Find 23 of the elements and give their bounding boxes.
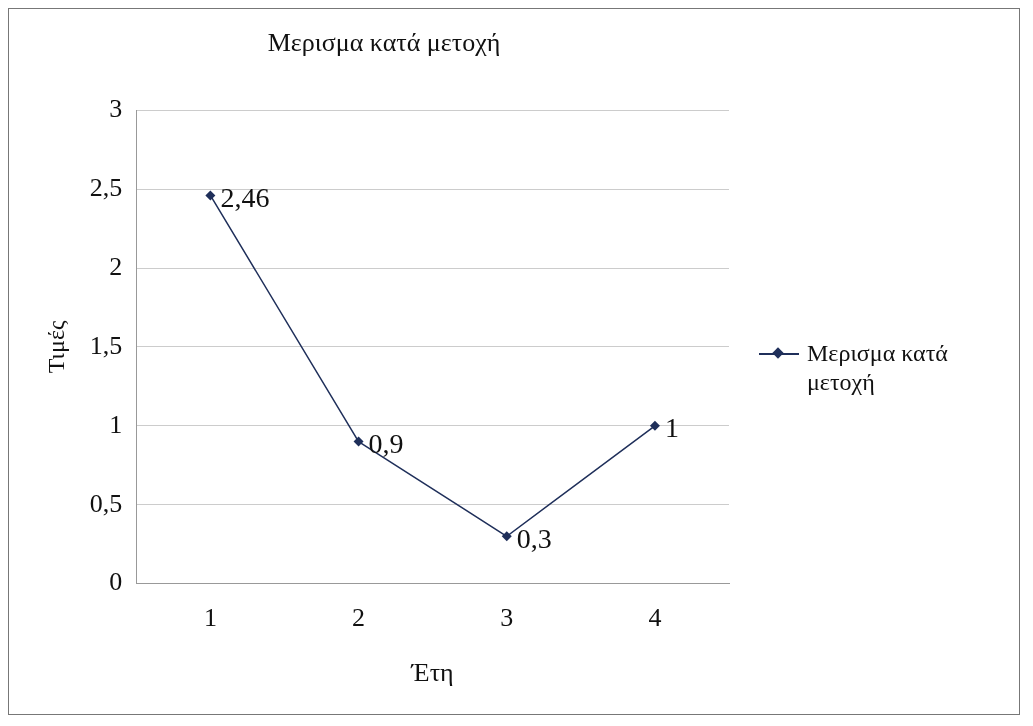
- y-axis-title: Τιμές: [42, 320, 69, 374]
- data-label: 0,3: [516, 522, 552, 554]
- y-tick-label: 0,5: [89, 488, 123, 518]
- point: [501, 531, 512, 542]
- legend-label: Μερισμα κατά μετοχή: [807, 339, 949, 397]
- x-tick-label: 4: [648, 603, 662, 633]
- y-tick-label: 3: [109, 94, 123, 124]
- y-tick-label: 1: [109, 409, 123, 439]
- x-tick-label: 1: [203, 603, 217, 633]
- y-tick-label: 1,5: [89, 330, 123, 360]
- y-tick-label: 2: [109, 251, 123, 281]
- chart-title: Μερισμα κατά μετοχή: [267, 28, 501, 58]
- point: [205, 190, 216, 201]
- data-label: 0,9: [368, 427, 404, 459]
- x-tick-label: 3: [500, 603, 514, 633]
- x-tick-label: 2: [352, 603, 366, 633]
- y-tick-label: 0: [109, 567, 123, 597]
- data-label: 2,46: [220, 181, 270, 213]
- point: [649, 420, 660, 431]
- x-axis-title: Έτη: [410, 658, 454, 688]
- point: [353, 436, 364, 447]
- y-tick-label: 2,5: [89, 172, 123, 202]
- data-label: 1: [664, 412, 679, 444]
